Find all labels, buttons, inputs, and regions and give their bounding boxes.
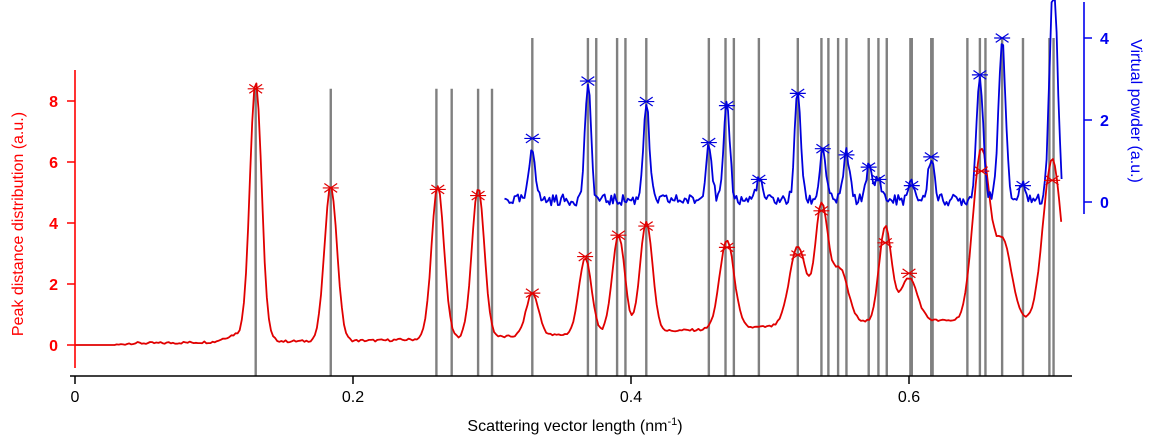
x-axis-label-main: Scattering vector length (nm [467,418,667,435]
reflection-lines [254,38,1055,376]
peak-marker-red [789,250,806,260]
x-axis-label: Scattering vector length (nm-1) [467,416,682,435]
peak-marker-red [429,184,446,195]
peak-marker-red [524,288,541,299]
x-axis-label-suffix: ) [677,418,682,435]
peak-marker-blue [638,96,655,107]
peak-marker-red [901,268,917,279]
peak-marker-red [470,190,487,201]
left-y-tick-label: 0 [49,338,58,355]
peak-marker-red [1044,175,1061,186]
peak-marker-blue [700,137,717,148]
peak-marker-red [577,251,594,262]
peak-marker-red [877,237,894,248]
peak-marker-red [973,166,990,177]
peak-marker-blue [814,143,831,154]
peak-marker-blue [994,33,1011,43]
peak-marker-blue [718,100,735,111]
peak-markers [247,33,1061,299]
left-y-axis-ticks: 0 2 4 6 8 [49,94,75,355]
x-axis-ticks: 0 0.2 0.4 0.6 [71,376,920,406]
x-tick-label: 0 [71,389,80,406]
peak-marker-blue [903,180,920,191]
right-y-axis-ticks: 0 2 4 [1084,31,1109,212]
peak-marker-blue [524,133,541,144]
peak-marker-blue [1014,180,1031,191]
left-y-tick-label: 4 [49,216,58,233]
virtual-powder-series [504,0,1063,207]
right-y-tick-label: 2 [1100,113,1109,130]
right-y-tick-label: 0 [1100,195,1109,212]
right-y-axis-label: Virtual powder (a.u.) [1127,39,1144,183]
right-y-tick-label: 4 [1100,31,1109,48]
peak-marker-blue [923,152,940,162]
x-axis-label-superscript: -1 [667,416,677,428]
peak-marker-red [610,230,627,241]
peak-marker-blue [838,149,855,160]
peak-marker-red [322,183,339,193]
peak-marker-blue [971,70,988,80]
left-y-tick-label: 6 [49,155,58,172]
left-y-tick-label: 8 [49,94,58,111]
series-layer [75,0,1063,346]
peak-marker-red [247,83,264,94]
peak-distance-series [75,82,1063,346]
x-tick-label: 0.2 [342,389,364,406]
x-tick-label: 0.4 [620,389,642,406]
peak-marker-red [813,205,830,216]
peak-marker-red [718,242,735,253]
left-y-tick-label: 2 [49,277,58,294]
peak-marker-blue [750,174,767,185]
x-tick-label: 0.6 [898,389,920,406]
peak-marker-blue [579,76,596,86]
peak-marker-blue [860,162,877,173]
peak-marker-blue [870,174,887,185]
peak-marker-blue [789,88,806,99]
peak-marker-red [638,221,655,231]
left-y-axis-label: Peak distance distribution (a.u.) [10,112,27,336]
